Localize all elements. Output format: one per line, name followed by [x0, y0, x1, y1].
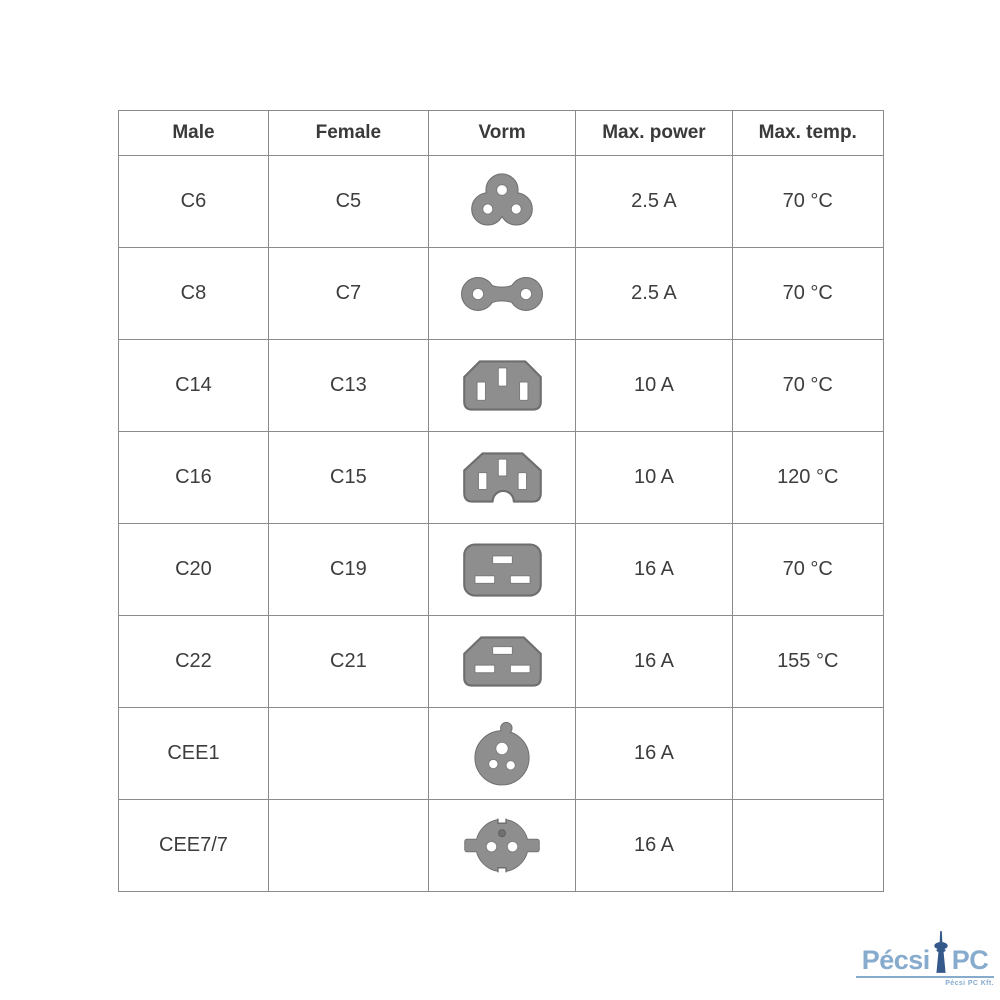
connector-table: Male Female Vorm Max. power Max. temp. C…	[118, 110, 884, 892]
power-cell: 16 A	[575, 707, 733, 800]
male-cell: C20	[118, 523, 269, 616]
cee1-round-plug-icon	[474, 721, 530, 786]
female-cell: C21	[267, 615, 429, 708]
female-cell: C13	[267, 339, 429, 432]
logo-text-pc: PC	[951, 945, 989, 976]
vorm-cell	[427, 155, 577, 248]
temp-cell: 70 °C	[731, 155, 884, 248]
c6-c5-cloverleaf-plug-icon	[471, 173, 533, 226]
temp-cell: 70 °C	[731, 247, 884, 340]
male-cell: C14	[118, 339, 269, 432]
c14-c13-plug-icon	[462, 360, 542, 411]
female-cell: C5	[267, 155, 429, 248]
power-cell: 2.5 A	[575, 155, 733, 248]
table-row-c14: C14 C13 10 A 70 °C	[118, 339, 884, 432]
col-header-max-power: Max. power	[575, 110, 733, 156]
power-cell: 16 A	[575, 799, 733, 892]
table-row-c22: C22 C21 16 A 155 °C	[118, 615, 884, 708]
vorm-cell	[427, 431, 577, 524]
col-header-max-temp: Max. temp.	[731, 110, 884, 156]
temp-cell	[731, 799, 884, 892]
female-cell: C7	[267, 247, 429, 340]
tv-tower-icon	[934, 931, 948, 973]
power-cell: 2.5 A	[575, 247, 733, 340]
female-cell: C15	[267, 431, 429, 524]
male-cell: C22	[118, 615, 269, 708]
col-header-male: Male	[118, 110, 269, 156]
male-cell: C8	[118, 247, 269, 340]
cee77-schuko-plug-icon	[464, 816, 540, 875]
table-row-c6: C6 C5 2.5 A 70 °C	[118, 155, 884, 248]
female-cell: C19	[267, 523, 429, 616]
table-row-cee77: CEE7/7 16 A	[118, 799, 884, 892]
logo-text-pecsi: Pécsi	[861, 945, 931, 976]
female-cell	[267, 707, 429, 800]
pecsipc-logo: Pécsi PC Pécsi PC Kft.	[856, 931, 994, 987]
table-row-c16: C16 C15 10 A 120 °C	[118, 431, 884, 524]
vorm-cell	[427, 247, 577, 340]
c22-c21-plug-icon	[462, 636, 542, 687]
temp-cell: 155 °C	[731, 615, 884, 708]
table-row-cee1: CEE1 16 A	[118, 707, 884, 800]
male-cell: CEE1	[118, 707, 269, 800]
power-cell: 16 A	[575, 523, 733, 616]
col-header-female: Female	[267, 110, 429, 156]
col-header-vorm: Vorm	[427, 110, 577, 156]
power-cell: 10 A	[575, 431, 733, 524]
logo-subtext: Pécsi PC Kft.	[945, 980, 994, 987]
header-row: Male Female Vorm Max. power Max. temp.	[118, 110, 884, 156]
female-cell	[267, 799, 429, 892]
c20-c19-plug-icon	[462, 542, 542, 597]
table-row-c20: C20 C19 16 A 70 °C	[118, 523, 884, 616]
logo-underline	[856, 976, 994, 978]
male-cell: CEE7/7	[118, 799, 269, 892]
table-row-c8: C8 C7 2.5 A 70 °C	[118, 247, 884, 340]
vorm-cell	[427, 339, 577, 432]
c16-c15-plug-icon	[462, 452, 542, 503]
male-cell: C16	[118, 431, 269, 524]
c8-c7-figure8-plug-icon	[461, 276, 544, 311]
male-cell: C6	[118, 155, 269, 248]
vorm-cell	[427, 799, 577, 892]
temp-cell	[731, 707, 884, 800]
vorm-cell	[427, 615, 577, 708]
temp-cell: 70 °C	[731, 523, 884, 616]
power-cell: 16 A	[575, 615, 733, 708]
temp-cell: 70 °C	[731, 339, 884, 432]
temp-cell: 120 °C	[731, 431, 884, 524]
vorm-cell	[427, 707, 577, 800]
power-cell: 10 A	[575, 339, 733, 432]
logo-row: Pécsi PC	[856, 931, 994, 976]
vorm-cell	[427, 523, 577, 616]
